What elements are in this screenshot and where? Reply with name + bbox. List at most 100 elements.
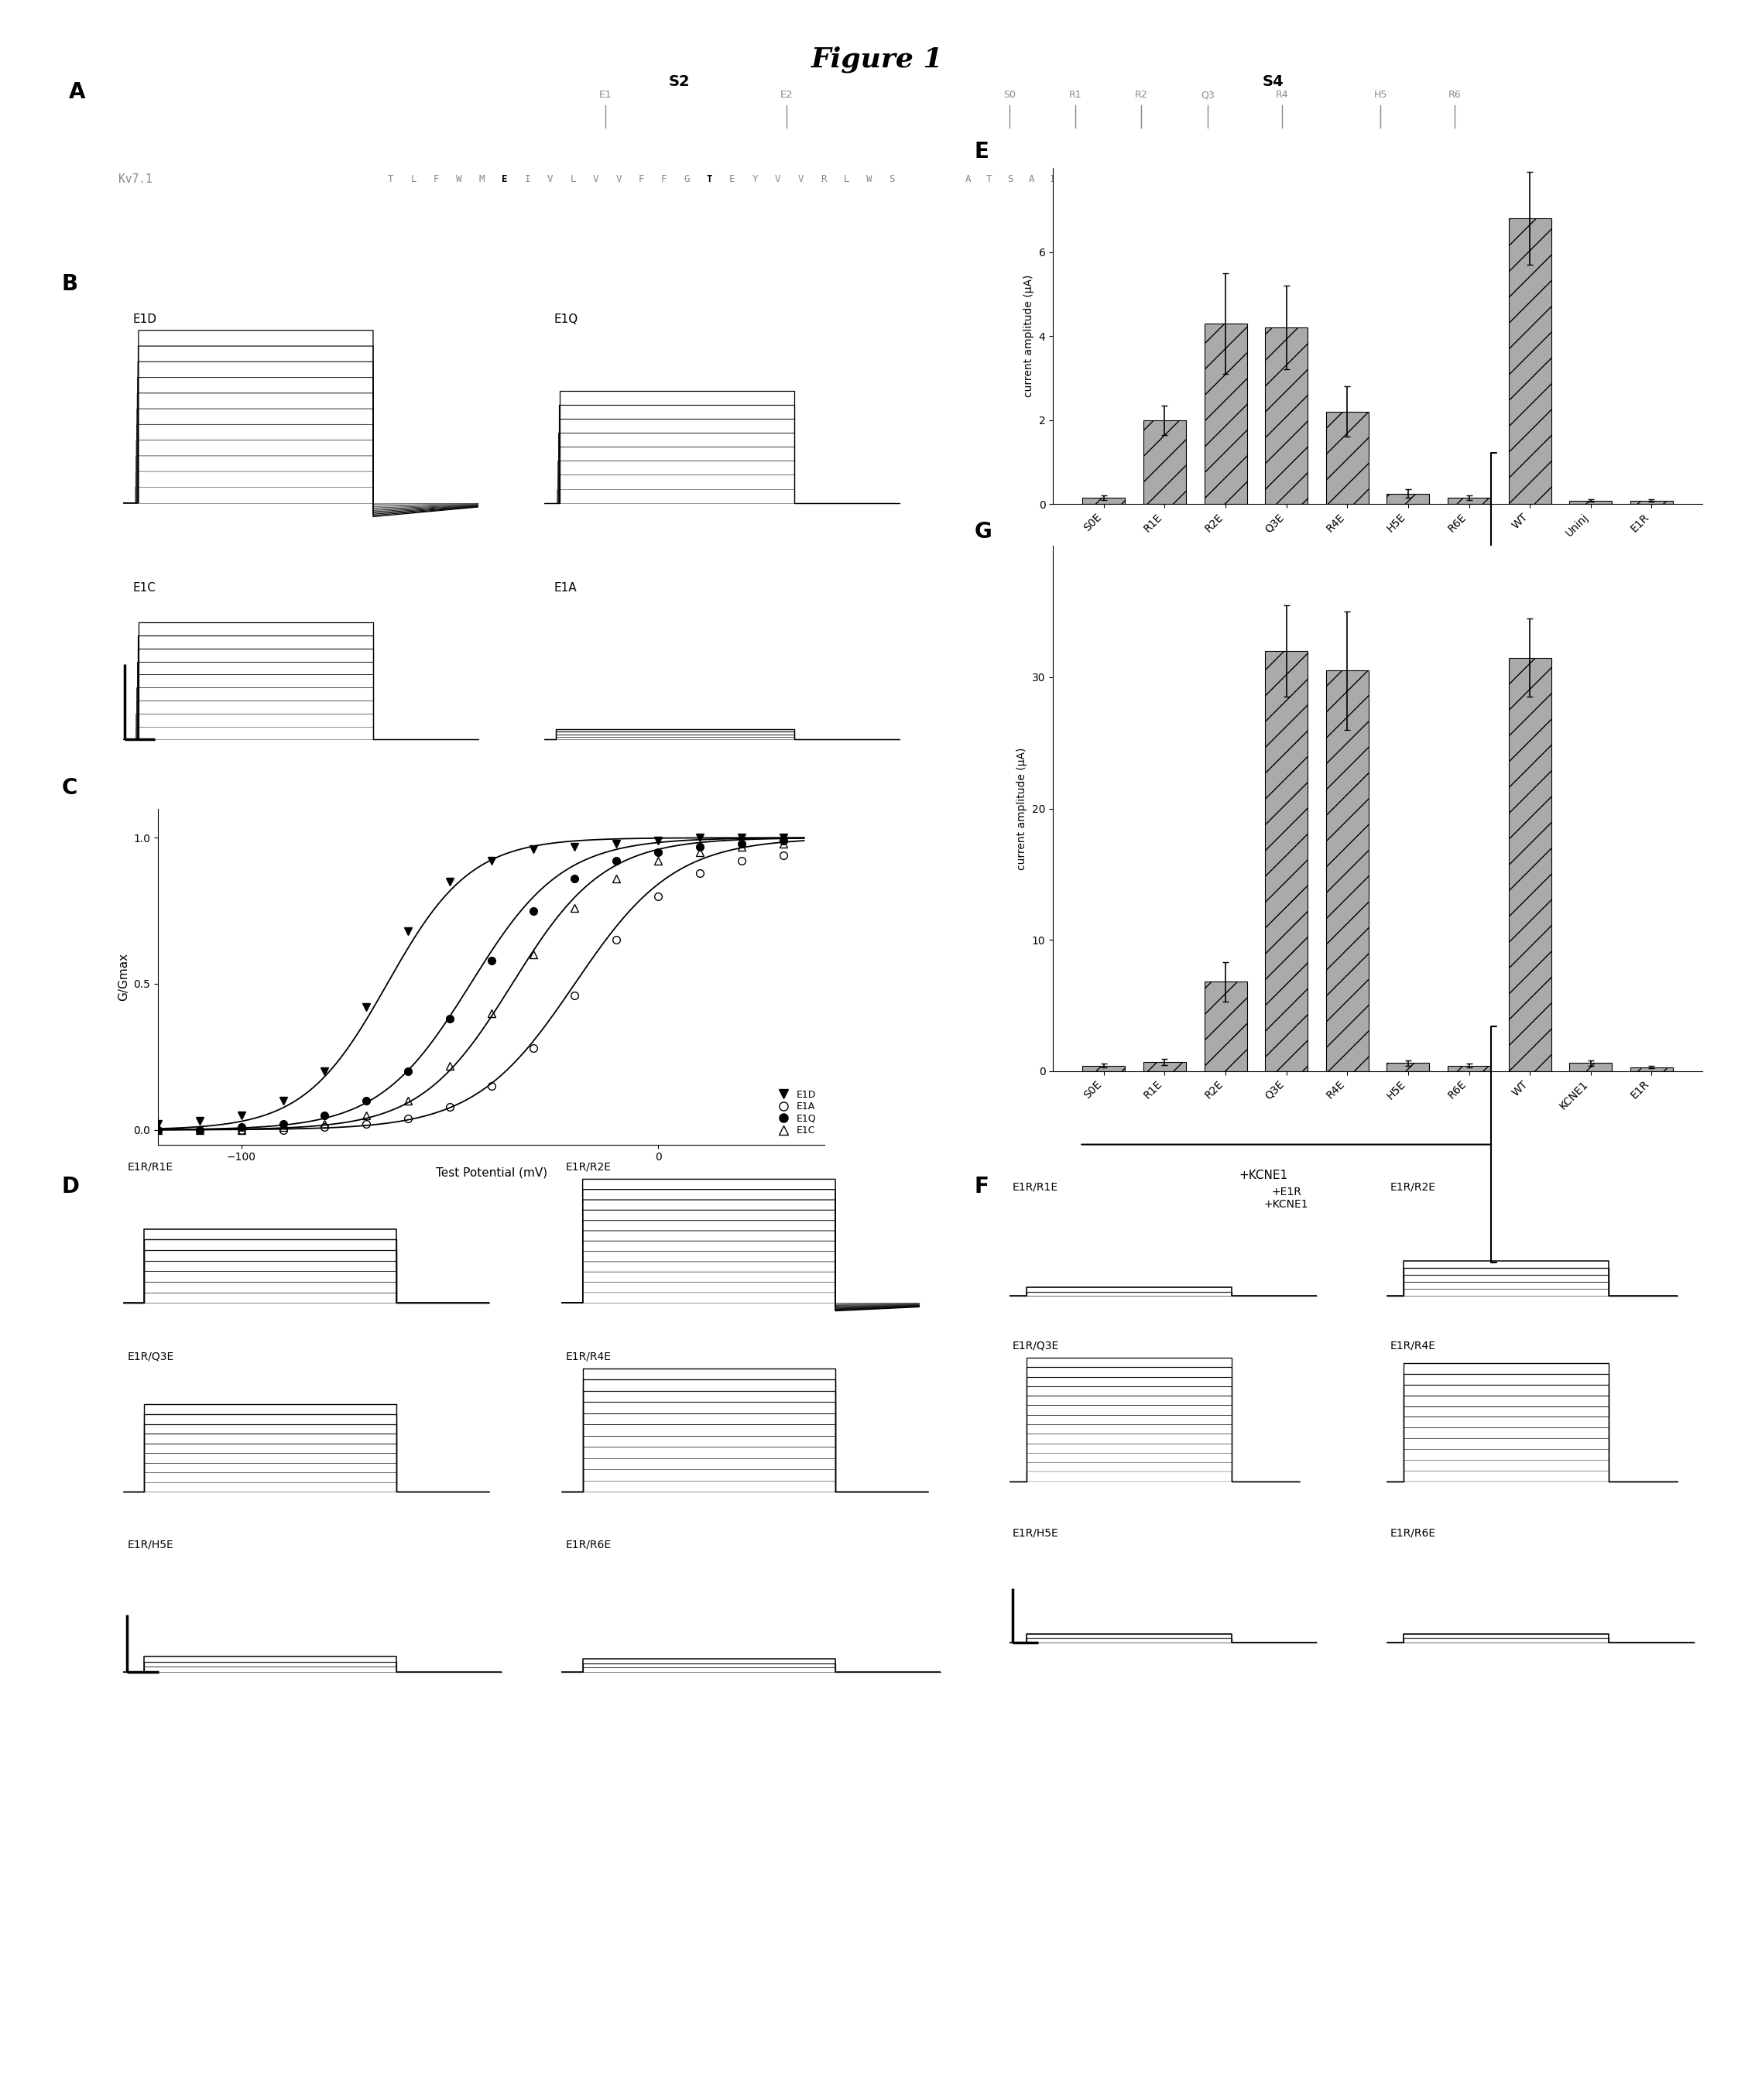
Text: E1R/H5E: E1R/H5E — [126, 1539, 174, 1550]
Text: I: I — [1218, 174, 1225, 185]
Text: E1R/Q3E: E1R/Q3E — [126, 1350, 174, 1361]
Legend: E1D, E1A, E1Q, E1C: E1D, E1A, E1Q, E1C — [770, 1086, 820, 1140]
Text: M: M — [1283, 174, 1288, 185]
Text: I: I — [525, 174, 530, 185]
Text: W: W — [456, 174, 462, 185]
Bar — [1204, 983, 1246, 1071]
Text: E1A: E1A — [555, 582, 577, 594]
Text: L: L — [570, 174, 576, 185]
Text: Q3: Q3 — [1200, 90, 1214, 101]
Text: G: G — [1092, 174, 1099, 185]
Text: Q: Q — [1430, 174, 1436, 185]
Text: V: V — [593, 174, 598, 185]
Bar — [1509, 218, 1551, 504]
Text: I: I — [1049, 174, 1055, 185]
Text: +E1R: +E1R — [1271, 611, 1302, 622]
Text: Y: Y — [753, 174, 758, 185]
Text: E1: E1 — [598, 90, 612, 101]
Text: S: S — [1007, 174, 1013, 185]
Text: S4: S4 — [1264, 74, 1285, 88]
Y-axis label: current amplitude (μA): current amplitude (μA) — [1016, 748, 1027, 869]
Text: V: V — [616, 174, 621, 185]
Bar — [1386, 493, 1429, 504]
Bar — [1448, 498, 1490, 504]
Text: R: R — [821, 174, 827, 185]
Text: E1R/R6E: E1R/R6E — [1390, 1529, 1436, 1539]
Text: +KCNE1: +KCNE1 — [1239, 1170, 1288, 1182]
Bar — [1569, 500, 1613, 504]
Text: R: R — [1071, 174, 1078, 185]
Bar — [1143, 1063, 1186, 1071]
Text: S2: S2 — [669, 74, 690, 88]
Text: L: L — [1176, 174, 1183, 185]
Y-axis label: G/Gmax: G/Gmax — [118, 953, 130, 1000]
Bar — [1386, 1063, 1429, 1071]
Text: E1D: E1D — [133, 313, 156, 326]
Text: +E1R
+KCNE1: +E1R +KCNE1 — [1264, 1186, 1309, 1210]
Text: -: - — [1325, 174, 1330, 185]
Text: F: F — [433, 174, 439, 185]
Text: V: V — [1367, 174, 1372, 185]
Text: G: G — [1451, 174, 1457, 185]
Text: Q: Q — [1197, 174, 1204, 185]
Text: E1Q: E1Q — [555, 313, 579, 326]
Text: F: F — [662, 174, 667, 185]
Text: V: V — [776, 174, 781, 185]
Text: S0: S0 — [1004, 90, 1016, 101]
Text: E2: E2 — [781, 90, 793, 101]
Text: E1R/R4E: E1R/R4E — [1390, 1340, 1436, 1350]
Text: T: T — [707, 174, 713, 185]
Text: E1C: E1C — [133, 582, 156, 594]
Text: R: R — [1134, 174, 1141, 185]
Text: E1R/R2E: E1R/R2E — [1390, 1182, 1436, 1193]
Text: T: T — [388, 174, 393, 185]
Text: A: A — [965, 174, 971, 185]
Text: R: R — [1260, 174, 1267, 185]
Text: R: R — [1409, 174, 1415, 185]
Text: G: G — [684, 174, 690, 185]
Text: E1R/R4E: E1R/R4E — [565, 1350, 611, 1361]
Text: R2: R2 — [1135, 90, 1148, 101]
Text: E1R/R2E: E1R/R2E — [565, 1161, 611, 1172]
Text: C: C — [61, 777, 77, 798]
Text: Kv7.1: Kv7.1 — [119, 174, 153, 185]
Text: D: D — [1388, 174, 1393, 185]
Text: H5: H5 — [1374, 90, 1388, 101]
Text: L: L — [1304, 174, 1309, 185]
Bar — [1083, 1067, 1125, 1071]
Text: S: S — [888, 174, 895, 185]
Text: R4: R4 — [1276, 90, 1288, 101]
Bar — [1448, 1067, 1490, 1071]
Bar — [1143, 420, 1186, 504]
Text: E1R/H5E: E1R/H5E — [1013, 1529, 1058, 1539]
Text: T: T — [986, 174, 992, 185]
Text: E: E — [730, 174, 735, 185]
Text: G: G — [1472, 174, 1478, 185]
Bar — [1630, 1067, 1673, 1071]
Bar — [1083, 498, 1125, 504]
Text: E1R/R1E: E1R/R1E — [126, 1161, 172, 1172]
Bar — [1327, 412, 1369, 504]
Text: L: L — [411, 174, 416, 185]
Text: R6: R6 — [1448, 90, 1462, 101]
Text: L: L — [1239, 174, 1246, 185]
Text: A: A — [68, 82, 86, 103]
Text: E: E — [502, 174, 507, 185]
Text: M: M — [479, 174, 484, 185]
Y-axis label: current amplitude (μA): current amplitude (μA) — [1023, 275, 1034, 397]
Bar — [1569, 1063, 1613, 1071]
Bar — [1630, 500, 1673, 504]
Text: V: V — [548, 174, 553, 185]
Bar — [1509, 657, 1551, 1071]
Bar — [1265, 651, 1307, 1071]
Text: E1R/R6E: E1R/R6E — [565, 1539, 611, 1550]
X-axis label: Test Potential (mV): Test Potential (mV) — [435, 1168, 548, 1178]
Text: D: D — [61, 1176, 79, 1197]
Text: W: W — [865, 174, 872, 185]
Text: F: F — [974, 1176, 988, 1197]
Text: E1R/Q3E: E1R/Q3E — [1013, 1340, 1060, 1350]
Bar — [1327, 670, 1369, 1071]
Text: E1R/R1E: E1R/R1E — [1013, 1182, 1058, 1193]
Text: B: B — [61, 273, 77, 294]
Text: G: G — [974, 521, 992, 542]
